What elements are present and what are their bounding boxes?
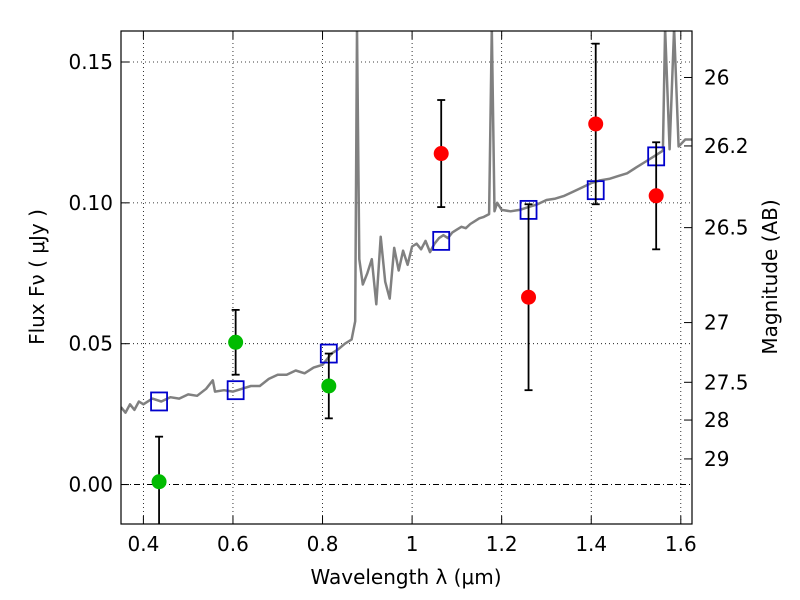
x-axis-title: Wavelength λ (μm) — [310, 565, 501, 589]
y2-tick-label: 26 — [704, 65, 729, 89]
x-tick-label: 0.6 — [217, 532, 249, 556]
grid-lines — [121, 31, 692, 524]
axis-tick-labels: 0.4 0.6 0.8 1 1.2 1.4 1.6 0.00 0.05 0.10 0.15 26 26.… — [68, 50, 748, 556]
y-axis-title: Flux Fν ( μJy ) — [25, 209, 49, 345]
axis-ticks — [121, 31, 692, 524]
photometry-point — [433, 146, 449, 162]
photometry-point — [151, 474, 167, 490]
y2-tick-label: 28 — [704, 408, 729, 432]
photometry-point — [321, 378, 337, 394]
y2-tick-label: 29 — [704, 447, 729, 471]
y2-tick-label: 26.2 — [704, 134, 749, 158]
y2-tick-label: 27.5 — [704, 370, 749, 394]
model-photometry-marker — [226, 380, 245, 401]
x-tick-label: 1.6 — [665, 532, 697, 556]
x-tick-label: 0.8 — [307, 532, 339, 556]
y2-axis-title: Magnitude (AB) — [758, 199, 782, 354]
x-tick-label: 0.4 — [127, 532, 159, 556]
plot-frame — [120, 30, 693, 525]
photometry-point — [648, 188, 664, 204]
model-photometry-marker — [432, 230, 451, 251]
plot-area — [121, 31, 692, 524]
y2-tick-label: 27 — [704, 311, 729, 335]
y-tick-label: 0.00 — [68, 473, 113, 497]
y-tick-label: 0.05 — [68, 332, 113, 356]
y-tick-label: 0.10 — [68, 191, 113, 215]
model-spectrum-line — [121, 31, 692, 414]
y-tick-label: 0.15 — [68, 50, 113, 74]
x-tick-label: 1 — [406, 532, 419, 556]
model-photometry-marker — [150, 391, 168, 412]
x-tick-label: 1.2 — [486, 532, 518, 556]
photometry-point — [228, 334, 244, 350]
photometry-point — [521, 289, 537, 305]
photometry-point — [588, 116, 604, 132]
x-tick-label: 1.4 — [575, 532, 607, 556]
y2-tick-label: 26.5 — [704, 216, 749, 240]
